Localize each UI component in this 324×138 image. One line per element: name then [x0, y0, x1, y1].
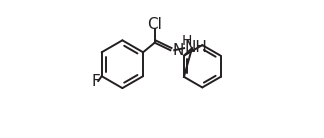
Text: N: N	[172, 43, 183, 58]
Text: F: F	[91, 74, 100, 89]
Text: NH: NH	[185, 40, 208, 55]
Text: Cl: Cl	[147, 17, 162, 32]
Text: H: H	[182, 34, 192, 48]
